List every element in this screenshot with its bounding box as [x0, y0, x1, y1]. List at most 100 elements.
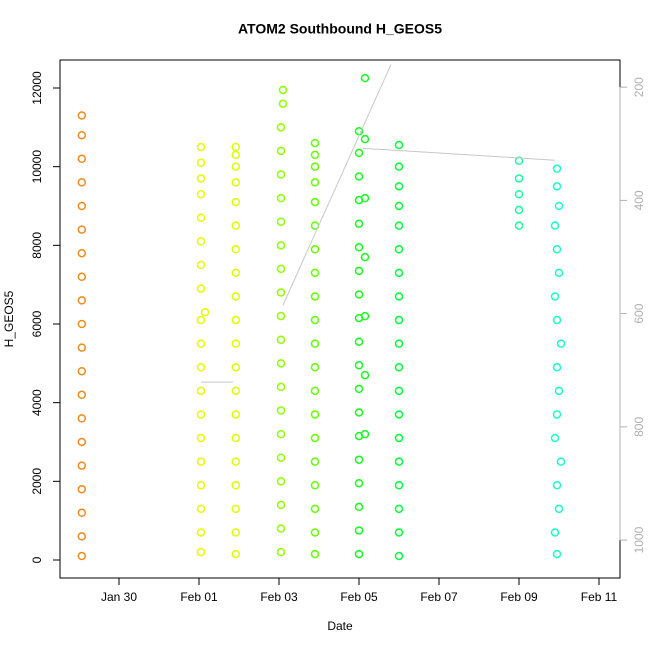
data-point [354, 337, 364, 346]
data-point [394, 481, 404, 490]
data-point [77, 508, 87, 518]
data-point [394, 457, 404, 466]
data-point [514, 221, 524, 230]
data-point [550, 221, 560, 230]
data-point [310, 150, 320, 160]
data-point [276, 288, 286, 297]
data-point [276, 264, 286, 274]
data-point [354, 172, 364, 181]
data-point [276, 170, 286, 179]
data-point [196, 410, 206, 419]
data-point [77, 248, 87, 258]
data-point [310, 528, 320, 537]
data-point [231, 315, 241, 325]
data-point [276, 429, 286, 439]
y-tick-label: 2000 [30, 468, 44, 495]
data-point [310, 410, 320, 419]
data-point [554, 268, 564, 278]
data-point [276, 241, 286, 250]
data-point [354, 243, 364, 252]
data-point [196, 457, 206, 466]
data-point [310, 162, 320, 171]
data-point [231, 386, 241, 396]
data-point [354, 148, 364, 158]
x-axis-label: Date [327, 619, 353, 633]
data-point [360, 429, 370, 439]
y-tick-label: 4000 [30, 389, 44, 416]
data-point [196, 174, 206, 183]
data-point [196, 339, 206, 348]
data-point [276, 547, 286, 557]
data-point [550, 433, 560, 443]
data-point [77, 343, 87, 352]
data-point [552, 363, 562, 372]
data-point [394, 315, 404, 325]
data-point [354, 219, 364, 228]
data-point [394, 182, 404, 191]
data-point [77, 154, 87, 164]
data-point [394, 551, 404, 561]
data-point [554, 201, 564, 211]
data-point [354, 526, 364, 535]
data-point [196, 433, 206, 443]
plot-box [59, 59, 621, 579]
data-point [394, 528, 404, 537]
data-point [77, 319, 87, 329]
data-point [77, 390, 87, 400]
data-point [200, 307, 210, 317]
data-point [394, 140, 404, 150]
y2-tick-label: 800 [632, 417, 646, 437]
data-point [554, 386, 564, 396]
chart-title: ATOM2 Southbound H_GEOS5 [238, 21, 442, 37]
data-point [231, 457, 241, 466]
data-point [354, 502, 364, 512]
y-axis-label: H_GEOS5 [2, 290, 16, 347]
data-point [394, 410, 404, 419]
x-tick-label: Feb 11 [581, 590, 618, 604]
data-point [231, 150, 241, 160]
data-point [196, 363, 206, 372]
data-point [276, 123, 286, 132]
y2-tick-label: 1000 [632, 526, 646, 553]
data-point [360, 252, 370, 262]
data-point [360, 311, 370, 321]
data-point [556, 457, 566, 466]
data-point [550, 292, 560, 301]
data-point [310, 339, 320, 348]
data-point [310, 433, 320, 443]
data-point [310, 268, 320, 278]
data-point [556, 339, 566, 348]
data-point [231, 245, 241, 254]
data-point [310, 363, 320, 372]
x-tick-label: Feb 07 [420, 590, 458, 604]
data-point [231, 268, 241, 278]
y2-tick-label: 600 [632, 303, 646, 323]
data-point [360, 193, 370, 203]
data-point [552, 182, 562, 191]
data-point [231, 178, 241, 187]
data-point [77, 130, 87, 140]
data-point [276, 406, 286, 415]
x-tick-label: Feb 09 [500, 590, 538, 604]
data-point [231, 549, 241, 559]
y2-tick-label: 200 [632, 77, 646, 97]
data-point [196, 213, 206, 223]
data-point [77, 272, 87, 282]
data-point [196, 189, 206, 199]
data-point [196, 547, 206, 557]
data-point [196, 386, 206, 396]
data-point [310, 504, 320, 514]
data-point [77, 296, 87, 305]
data-point [310, 138, 320, 148]
data-point [354, 549, 364, 559]
data-point [231, 410, 241, 419]
data-point [77, 461, 87, 470]
data-point [231, 504, 241, 514]
data-point [310, 315, 320, 325]
data-point [77, 201, 87, 211]
pressure-line [201, 64, 556, 383]
data-point [394, 221, 404, 230]
data-point [196, 158, 206, 167]
data-point [310, 386, 320, 396]
